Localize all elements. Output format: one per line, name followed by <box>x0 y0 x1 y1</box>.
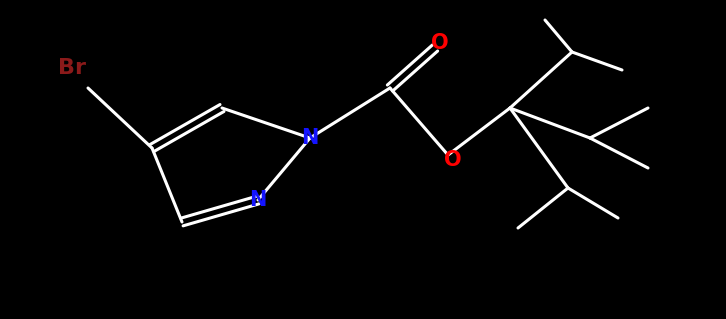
Text: O: O <box>431 33 449 53</box>
Text: N: N <box>249 190 266 210</box>
Text: O: O <box>444 150 462 170</box>
Text: N: N <box>301 128 319 148</box>
Text: Br: Br <box>58 58 86 78</box>
